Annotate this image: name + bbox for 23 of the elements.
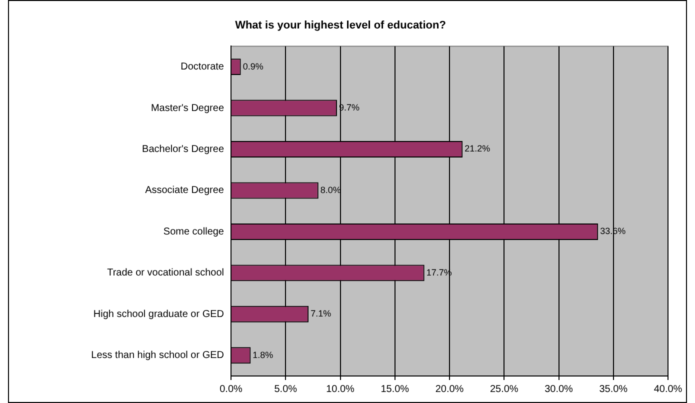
x-tick-label: 5.0% bbox=[274, 384, 298, 395]
chart-title: What is your highest level of education? bbox=[235, 20, 446, 32]
y-tick-label: Less than high school or GED bbox=[91, 350, 224, 362]
y-tick-label: Master's Degree bbox=[150, 102, 224, 114]
x-tick-label: 0.0% bbox=[220, 384, 243, 395]
y-tick-label: Associate Degree bbox=[145, 185, 224, 196]
y-tick-label: High school graduate or GED bbox=[93, 308, 224, 320]
data-label: 21.2% bbox=[464, 144, 490, 154]
x-tick-label: 25.0% bbox=[490, 384, 518, 395]
data-label: 1.8% bbox=[252, 350, 274, 360]
x-tick-label: 15.0% bbox=[380, 384, 410, 395]
y-tick-label: Trade or vocational school bbox=[107, 268, 224, 279]
x-tick-label: 10.0% bbox=[326, 384, 355, 395]
x-tick-label: 35.0% bbox=[599, 384, 628, 395]
data-label: 0.9% bbox=[242, 61, 264, 72]
data-label: 7.1% bbox=[310, 308, 332, 319]
y-tick-label: Doctorate bbox=[180, 62, 224, 73]
x-tick-label: 30.0% bbox=[544, 384, 574, 395]
data-label: 8.0% bbox=[320, 184, 341, 195]
y-tick-label: Bachelor's Degree bbox=[142, 144, 224, 156]
y-tick-label: Some college bbox=[163, 226, 224, 238]
x-tick-label: 20.0% bbox=[435, 384, 464, 395]
x-tick-label: 40.0% bbox=[654, 384, 682, 395]
